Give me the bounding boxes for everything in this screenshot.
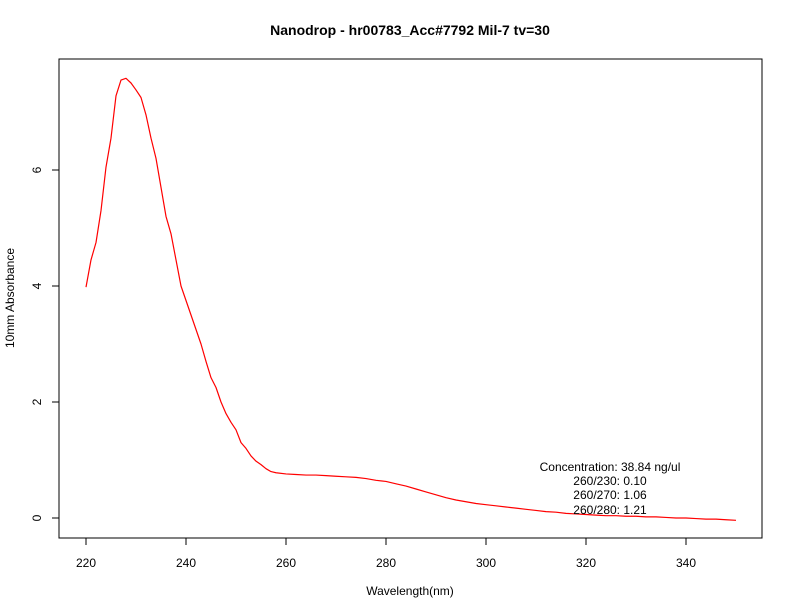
x-tick-label: 220 [76, 556, 96, 570]
chart-title: Nanodrop - hr00783_Acc#7792 Mil-7 tv=30 [270, 22, 550, 38]
x-tick-label: 280 [376, 556, 396, 570]
x-tick-label: 240 [176, 556, 196, 570]
ratio-260-270-label: 260/270: 1.06 [573, 488, 647, 502]
x-tick-label: 320 [576, 556, 596, 570]
y-tick-label: 0 [30, 514, 44, 521]
x-axis: 220 240 260 280 300 320 340 [76, 537, 696, 570]
y-axis-label: 10mm Absorbance [3, 248, 17, 348]
ratio-260-280-label: 260/280: 1.21 [573, 503, 647, 517]
x-tick-label: 260 [276, 556, 296, 570]
y-tick-label: 4 [30, 282, 44, 289]
x-tick-label: 340 [676, 556, 696, 570]
series-layer [85, 77, 737, 521]
concentration-label: Concentration: 38.84 ng/ul [540, 460, 681, 474]
ratio-260-230-label: 260/230: 0.10 [573, 474, 647, 488]
y-tick-label: 6 [30, 166, 44, 173]
absorbance-series-line [85, 77, 737, 521]
x-axis-label: Wavelength(nm) [366, 584, 454, 598]
y-axis: 0 2 4 6 [30, 166, 60, 521]
y-tick-label: 2 [30, 398, 44, 405]
x-tick-label: 300 [476, 556, 496, 570]
